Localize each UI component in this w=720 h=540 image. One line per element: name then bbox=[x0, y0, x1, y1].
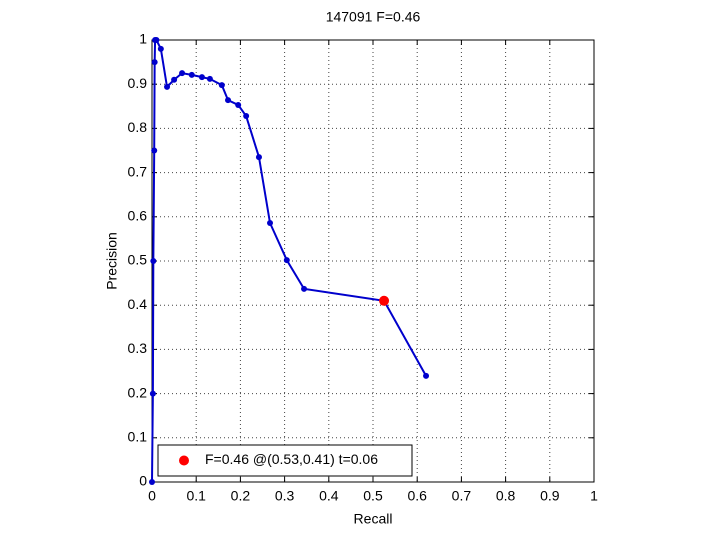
data-point bbox=[235, 101, 242, 108]
y-tick-label: 0.6 bbox=[128, 208, 148, 224]
data-point bbox=[225, 97, 232, 104]
y-tick-label: 0.5 bbox=[128, 252, 148, 268]
x-tick-label: 0.3 bbox=[275, 488, 295, 504]
legend-label: F=0.46 @(0.53,0.41) t=0.06 bbox=[205, 451, 378, 467]
y-tick-label: 0.8 bbox=[128, 119, 148, 135]
x-tick-label: 0.7 bbox=[452, 488, 472, 504]
x-tick-label: 0.9 bbox=[540, 488, 560, 504]
data-point bbox=[423, 372, 430, 379]
y-tick-label: 0 bbox=[139, 473, 147, 489]
y-axis-label: Precision bbox=[104, 232, 120, 290]
y-tick-label: 0.4 bbox=[128, 296, 148, 312]
data-point bbox=[206, 75, 213, 82]
x-tick-label: 0.4 bbox=[319, 488, 339, 504]
legend-box bbox=[157, 444, 413, 477]
data-point bbox=[198, 74, 205, 81]
y-tick-label: 0.7 bbox=[128, 163, 148, 179]
data-point bbox=[151, 59, 158, 66]
data-point bbox=[301, 285, 308, 292]
y-tick-label: 1 bbox=[139, 31, 147, 47]
data-point bbox=[243, 113, 250, 120]
chart-title: 147091 F=0.46 bbox=[326, 9, 421, 25]
x-tick-label: 1 bbox=[590, 488, 598, 504]
x-tick-label: 0 bbox=[148, 488, 156, 504]
data-point bbox=[379, 295, 390, 306]
y-tick-label: 0.9 bbox=[128, 75, 148, 91]
data-point bbox=[151, 147, 158, 154]
x-axis-label: Recall bbox=[354, 511, 393, 527]
x-tick-label: 0.1 bbox=[186, 488, 206, 504]
data-point bbox=[179, 70, 186, 77]
data-point bbox=[157, 45, 164, 52]
x-tick-label: 0.8 bbox=[496, 488, 516, 504]
x-tick-label: 0.5 bbox=[363, 488, 383, 504]
legend-marker bbox=[179, 455, 189, 466]
data-point bbox=[153, 37, 160, 43]
data-point bbox=[149, 390, 156, 397]
y-tick-label: 0.3 bbox=[128, 340, 148, 356]
x-tick-label: 0.6 bbox=[407, 488, 427, 504]
x-tick-label: 0.2 bbox=[231, 488, 251, 504]
data-point bbox=[255, 154, 262, 161]
data-point bbox=[283, 257, 290, 264]
y-tick-label: 0.1 bbox=[128, 429, 148, 445]
data-point bbox=[218, 82, 225, 89]
data-point bbox=[150, 258, 157, 264]
data-point bbox=[267, 219, 274, 226]
data-point bbox=[149, 479, 155, 485]
series-line bbox=[151, 39, 427, 483]
y-tick-label: 0.2 bbox=[128, 384, 148, 400]
data-point bbox=[164, 83, 171, 90]
data-point bbox=[171, 76, 178, 83]
data-point bbox=[188, 71, 195, 78]
